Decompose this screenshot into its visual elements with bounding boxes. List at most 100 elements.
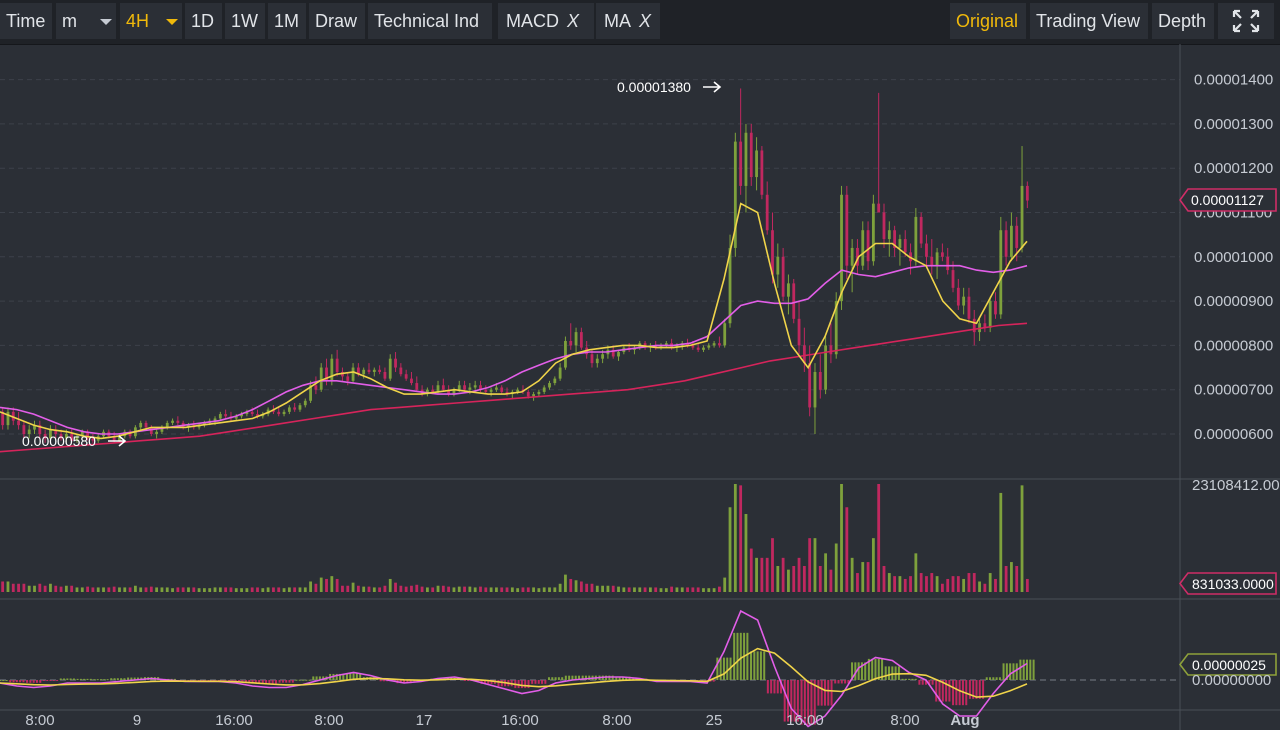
volume-bar — [176, 587, 180, 592]
price-axis: 0.00000600 0.00000700 0.00000800 0.00000900… — [1194, 72, 1273, 443]
volume-bar — [495, 587, 498, 592]
volume-bar — [484, 587, 488, 592]
macd-indicator-chip: MACD X — [498, 3, 594, 39]
minute-dropdown[interactable]: m — [56, 3, 116, 39]
interval-1d-button[interactable]: 1D — [185, 3, 222, 39]
macd-histogram-bar — [288, 680, 291, 683]
macd-histogram-bar — [281, 680, 284, 683]
macd-histogram-bar — [342, 673, 345, 680]
macd-histogram-bar — [359, 673, 362, 680]
macd-histogram-bar — [228, 680, 231, 682]
macd-histogram-bar — [524, 680, 527, 689]
volume-bar — [919, 573, 923, 592]
macd-histogram-bar — [574, 675, 577, 680]
macd-histogram-bar — [406, 680, 409, 684]
volume-bar — [75, 587, 79, 592]
price-tick-label: 0.00001300 — [1194, 116, 1273, 133]
macd-histogram-bar — [335, 673, 338, 680]
view-depth-tab[interactable]: Depth — [1152, 3, 1214, 39]
volume-bar — [410, 585, 413, 592]
macd-line — [0, 609, 1028, 728]
price-tick-label: 0.00000900 — [1194, 293, 1273, 310]
macd-histogram-bar — [66, 678, 69, 680]
macd-histogram-bar — [924, 680, 927, 685]
candle-body — [404, 374, 408, 379]
macd-close-icon[interactable]: X — [567, 11, 580, 31]
macd-histogram-bar — [844, 680, 847, 684]
volume-bar — [314, 583, 318, 592]
candlestick-series — [1, 88, 1029, 443]
volume-bar — [834, 543, 838, 592]
candle-body — [500, 387, 504, 392]
candle-body — [951, 270, 955, 288]
interval-dropdown[interactable]: 4H — [120, 3, 182, 39]
candle-body — [728, 247, 732, 324]
ma-long-line — [0, 322, 1028, 453]
candle-body — [718, 343, 721, 346]
macd-histogram-bar — [780, 680, 783, 694]
macd-histogram-bar — [298, 679, 301, 681]
volume-bar — [319, 577, 323, 592]
volume-last-label: 831033.0000 — [1192, 576, 1274, 592]
volume-bar — [595, 585, 599, 592]
volume-bar — [601, 585, 605, 592]
macd-histogram-bar — [995, 677, 998, 680]
macd-histogram-bar — [312, 676, 315, 680]
volume-bar — [139, 587, 143, 592]
chart-toolbar: Time m 4H 1D 1W 1M Draw Technical Ind MA… — [0, 0, 1280, 45]
volume-bar — [123, 587, 127, 592]
volume-bar — [181, 587, 185, 592]
macd-histogram-bar — [955, 680, 958, 706]
candle-body — [473, 385, 477, 388]
volume-bar — [611, 585, 615, 592]
macd-histogram-bar — [291, 680, 294, 683]
macd-histogram-bar — [867, 658, 870, 680]
interval-1m-button[interactable]: 1M — [268, 3, 306, 39]
macd-histogram-bar — [911, 678, 914, 680]
chevron-down-icon — [166, 19, 178, 25]
volume-bar — [425, 587, 429, 592]
candle-body — [940, 252, 944, 257]
candle-body — [415, 383, 419, 390]
candle-body — [49, 429, 52, 439]
price-chart[interactable]: 0.00000600 0.00000700 0.00000800 0.00000900… — [0, 44, 1280, 730]
view-trading-view-tab[interactable]: Trading View — [1030, 3, 1148, 39]
volume-bar — [479, 586, 482, 592]
macd-histogram-bar — [1022, 659, 1025, 680]
candle-body — [574, 332, 578, 346]
candle-body — [139, 422, 143, 428]
draw-button[interactable]: Draw — [309, 3, 365, 39]
view-original-tab[interactable]: Original — [950, 3, 1026, 39]
time-button[interactable]: Time — [0, 3, 52, 39]
volume-bar — [234, 588, 238, 592]
candle-body — [840, 194, 843, 302]
macd-histogram-bar — [308, 679, 311, 681]
ma-close-icon[interactable]: X — [639, 11, 652, 31]
macd-histogram-bar — [520, 680, 523, 689]
candle-body — [394, 358, 397, 368]
candle-body — [314, 385, 318, 390]
candle-body — [234, 416, 238, 419]
candle-body — [59, 434, 63, 439]
macd-histogram-bar — [719, 657, 722, 680]
volume-bar — [27, 585, 31, 592]
candle-body — [176, 420, 180, 423]
macd-histogram-bar — [49, 680, 52, 681]
macd-last-tag: 0.00000025 — [1178, 653, 1277, 676]
macd-histogram-bar — [931, 680, 934, 685]
volume-bar — [277, 587, 281, 592]
candle-body — [309, 385, 312, 401]
technical-indicators-button[interactable]: Technical Ind — [368, 3, 492, 39]
macd-panel — [0, 609, 1035, 728]
macd-histogram-bar — [261, 680, 264, 684]
macd-histogram-bar — [35, 680, 38, 683]
candle-body — [999, 230, 1003, 315]
interval-1w-button[interactable]: 1W — [225, 3, 265, 39]
volume-bar — [574, 580, 578, 592]
candle-body — [75, 436, 79, 441]
fullscreen-button[interactable] — [1218, 3, 1274, 39]
candle-body — [781, 256, 785, 297]
macd-histogram-bar — [69, 678, 72, 680]
volume-bar — [670, 586, 674, 592]
macd-histogram-bar — [733, 632, 736, 680]
